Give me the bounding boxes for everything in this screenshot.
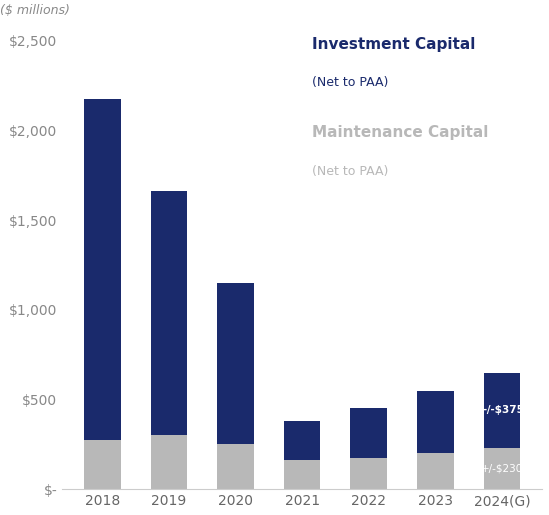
Text: ($ millions): ($ millions) xyxy=(0,4,70,17)
Text: +/-$375: +/-$375 xyxy=(479,405,525,415)
Text: (Net to PAA): (Net to PAA) xyxy=(312,165,388,178)
Text: Investment Capital: Investment Capital xyxy=(312,37,475,52)
Bar xyxy=(350,458,387,489)
Text: +/-$230: +/-$230 xyxy=(481,464,523,474)
Bar xyxy=(150,192,187,435)
Bar xyxy=(284,459,321,489)
Bar xyxy=(350,408,387,458)
Bar xyxy=(84,99,121,440)
Bar xyxy=(217,283,254,444)
Bar xyxy=(150,435,187,489)
Bar xyxy=(217,444,254,489)
Text: (Net to PAA): (Net to PAA) xyxy=(312,76,388,90)
Text: Maintenance Capital: Maintenance Capital xyxy=(312,126,488,141)
Bar xyxy=(417,453,453,489)
Bar xyxy=(284,421,321,459)
Bar xyxy=(484,372,520,448)
Bar xyxy=(84,440,121,489)
Bar xyxy=(417,391,453,453)
Bar xyxy=(484,448,520,489)
